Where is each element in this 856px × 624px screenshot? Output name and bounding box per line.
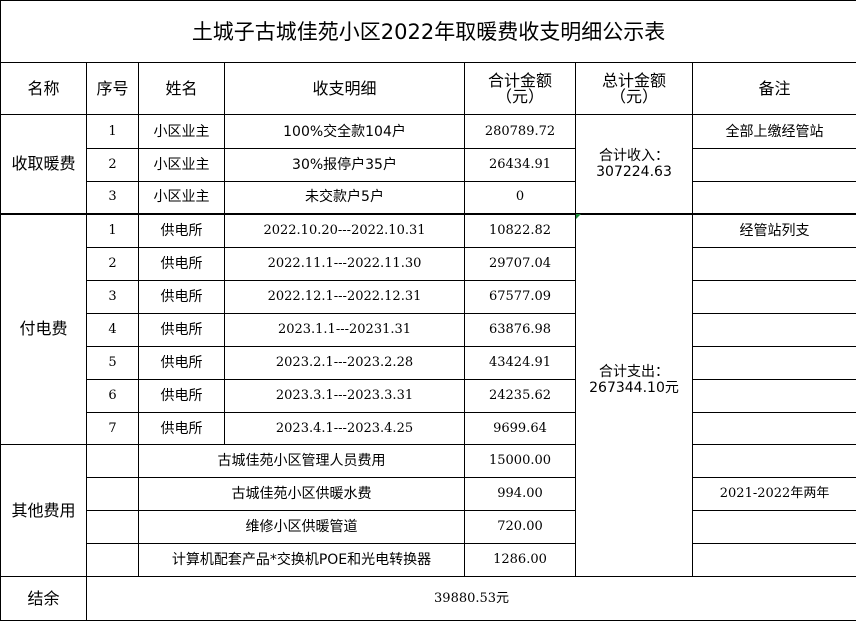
detail-cell: 未交款户5户 <box>224 181 465 214</box>
detail-cell: 2023.2.1---2023.2.28 <box>224 346 465 380</box>
seq-cell: 5 <box>86 346 139 380</box>
header-note: 备注 <box>691 62 856 115</box>
amount-cell: 1286.00 <box>464 543 576 577</box>
seq-cell: 4 <box>86 313 139 347</box>
note-cell <box>691 444 856 478</box>
detail-cell: 2023.1.1---20231.31 <box>224 313 465 347</box>
amount-cell: 10822.82 <box>464 212 576 248</box>
amount-cell: 63876.98 <box>464 313 576 347</box>
amount-cell: 43424.91 <box>464 346 576 380</box>
header-person: 姓名 <box>138 62 225 115</box>
person-cell: 供电所 <box>138 313 225 347</box>
note-cell <box>691 412 856 445</box>
seq-cell: 2 <box>86 148 139 182</box>
header-total: 总计金额（元） <box>575 62 693 115</box>
note-cell <box>691 280 856 314</box>
seq-cell: 2 <box>86 247 139 281</box>
category-other: 其他费用 <box>0 444 87 577</box>
balance-label: 结余 <box>0 576 87 621</box>
detail-cell: 100%交全款104户 <box>224 114 465 149</box>
header-amount: 合计金额（元） <box>464 62 576 115</box>
seq-cell: 1 <box>86 212 139 248</box>
detail-cell: 2023.3.1---2023.3.31 <box>224 379 465 413</box>
detail-cell: 2022.10.20---2022.10.31 <box>224 212 465 248</box>
seq-cell-empty <box>86 444 139 478</box>
comment-indicator <box>576 214 581 219</box>
total-expense-cell: 合计支出：267344.10元 <box>575 212 693 577</box>
amount-cell: 0 <box>464 181 576 214</box>
detail-cell: 古城佳苑小区供暖水费 <box>138 477 465 511</box>
seq-cell: 3 <box>86 181 139 214</box>
amount-cell: 24235.62 <box>464 379 576 413</box>
amount-cell: 9699.64 <box>464 412 576 445</box>
detail-cell: 维修小区供暖管道 <box>138 510 465 544</box>
note-cell <box>691 379 856 413</box>
amount-cell: 994.00 <box>464 477 576 511</box>
category-electricity: 付电费 <box>0 212 87 445</box>
person-cell: 小区业主 <box>138 148 225 182</box>
seq-cell-empty <box>86 510 139 544</box>
seq-cell: 6 <box>86 379 139 413</box>
person-cell: 供电所 <box>138 379 225 413</box>
table-title: 土城子古城佳苑小区2022年取暖费收支明细公示表 <box>0 0 856 63</box>
seq-cell: 3 <box>86 280 139 314</box>
amount-cell: 720.00 <box>464 510 576 544</box>
note-cell: 2021-2022年两年 <box>691 477 856 511</box>
detail-cell: 2022.12.1---2022.12.31 <box>224 280 465 314</box>
balance-value: 39880.53元 <box>85 576 856 621</box>
note-cell <box>691 543 856 577</box>
person-cell: 供电所 <box>138 212 225 248</box>
header-detail: 收支明细 <box>224 62 465 115</box>
amount-cell: 26434.91 <box>464 148 576 182</box>
note-cell <box>691 148 856 182</box>
note-cell <box>691 247 856 281</box>
category-heating-income: 收取暖费 <box>0 114 87 214</box>
seq-cell: 1 <box>86 114 139 149</box>
person-cell: 小区业主 <box>138 181 225 214</box>
seq-cell: 7 <box>86 412 139 445</box>
seq-cell-empty <box>86 543 139 577</box>
note-cell <box>691 510 856 544</box>
detail-cell: 2022.11.1---2022.11.30 <box>224 247 465 281</box>
header-name: 名称 <box>0 62 87 115</box>
person-cell: 小区业主 <box>138 114 225 149</box>
amount-cell: 67577.09 <box>464 280 576 314</box>
person-cell: 供电所 <box>138 346 225 380</box>
person-cell: 供电所 <box>138 412 225 445</box>
note-cell <box>691 346 856 380</box>
amount-cell: 29707.04 <box>464 247 576 281</box>
total-expense-text: 合计支出：267344.10元 <box>589 364 679 397</box>
note-cell: 全部上缴经管站 <box>691 114 856 149</box>
note-cell <box>691 181 856 214</box>
amount-cell: 15000.00 <box>464 444 576 478</box>
person-cell: 供电所 <box>138 280 225 314</box>
detail-cell: 2023.4.1---2023.4.25 <box>224 412 465 445</box>
detail-cell: 30%报停户35户 <box>224 148 465 182</box>
note-cell: 经管站列支 <box>691 212 856 248</box>
amount-cell: 280789.72 <box>464 114 576 149</box>
detail-cell: 计算机配套产品*交换机POE和光电转换器 <box>138 543 465 577</box>
note-cell <box>691 313 856 347</box>
total-income-cell: 合计收入：307224.63 <box>575 114 693 214</box>
header-seq: 序号 <box>86 62 139 115</box>
detail-cell: 古城佳苑小区管理人员费用 <box>138 444 465 478</box>
seq-cell-empty <box>86 477 139 511</box>
person-cell: 供电所 <box>138 247 225 281</box>
